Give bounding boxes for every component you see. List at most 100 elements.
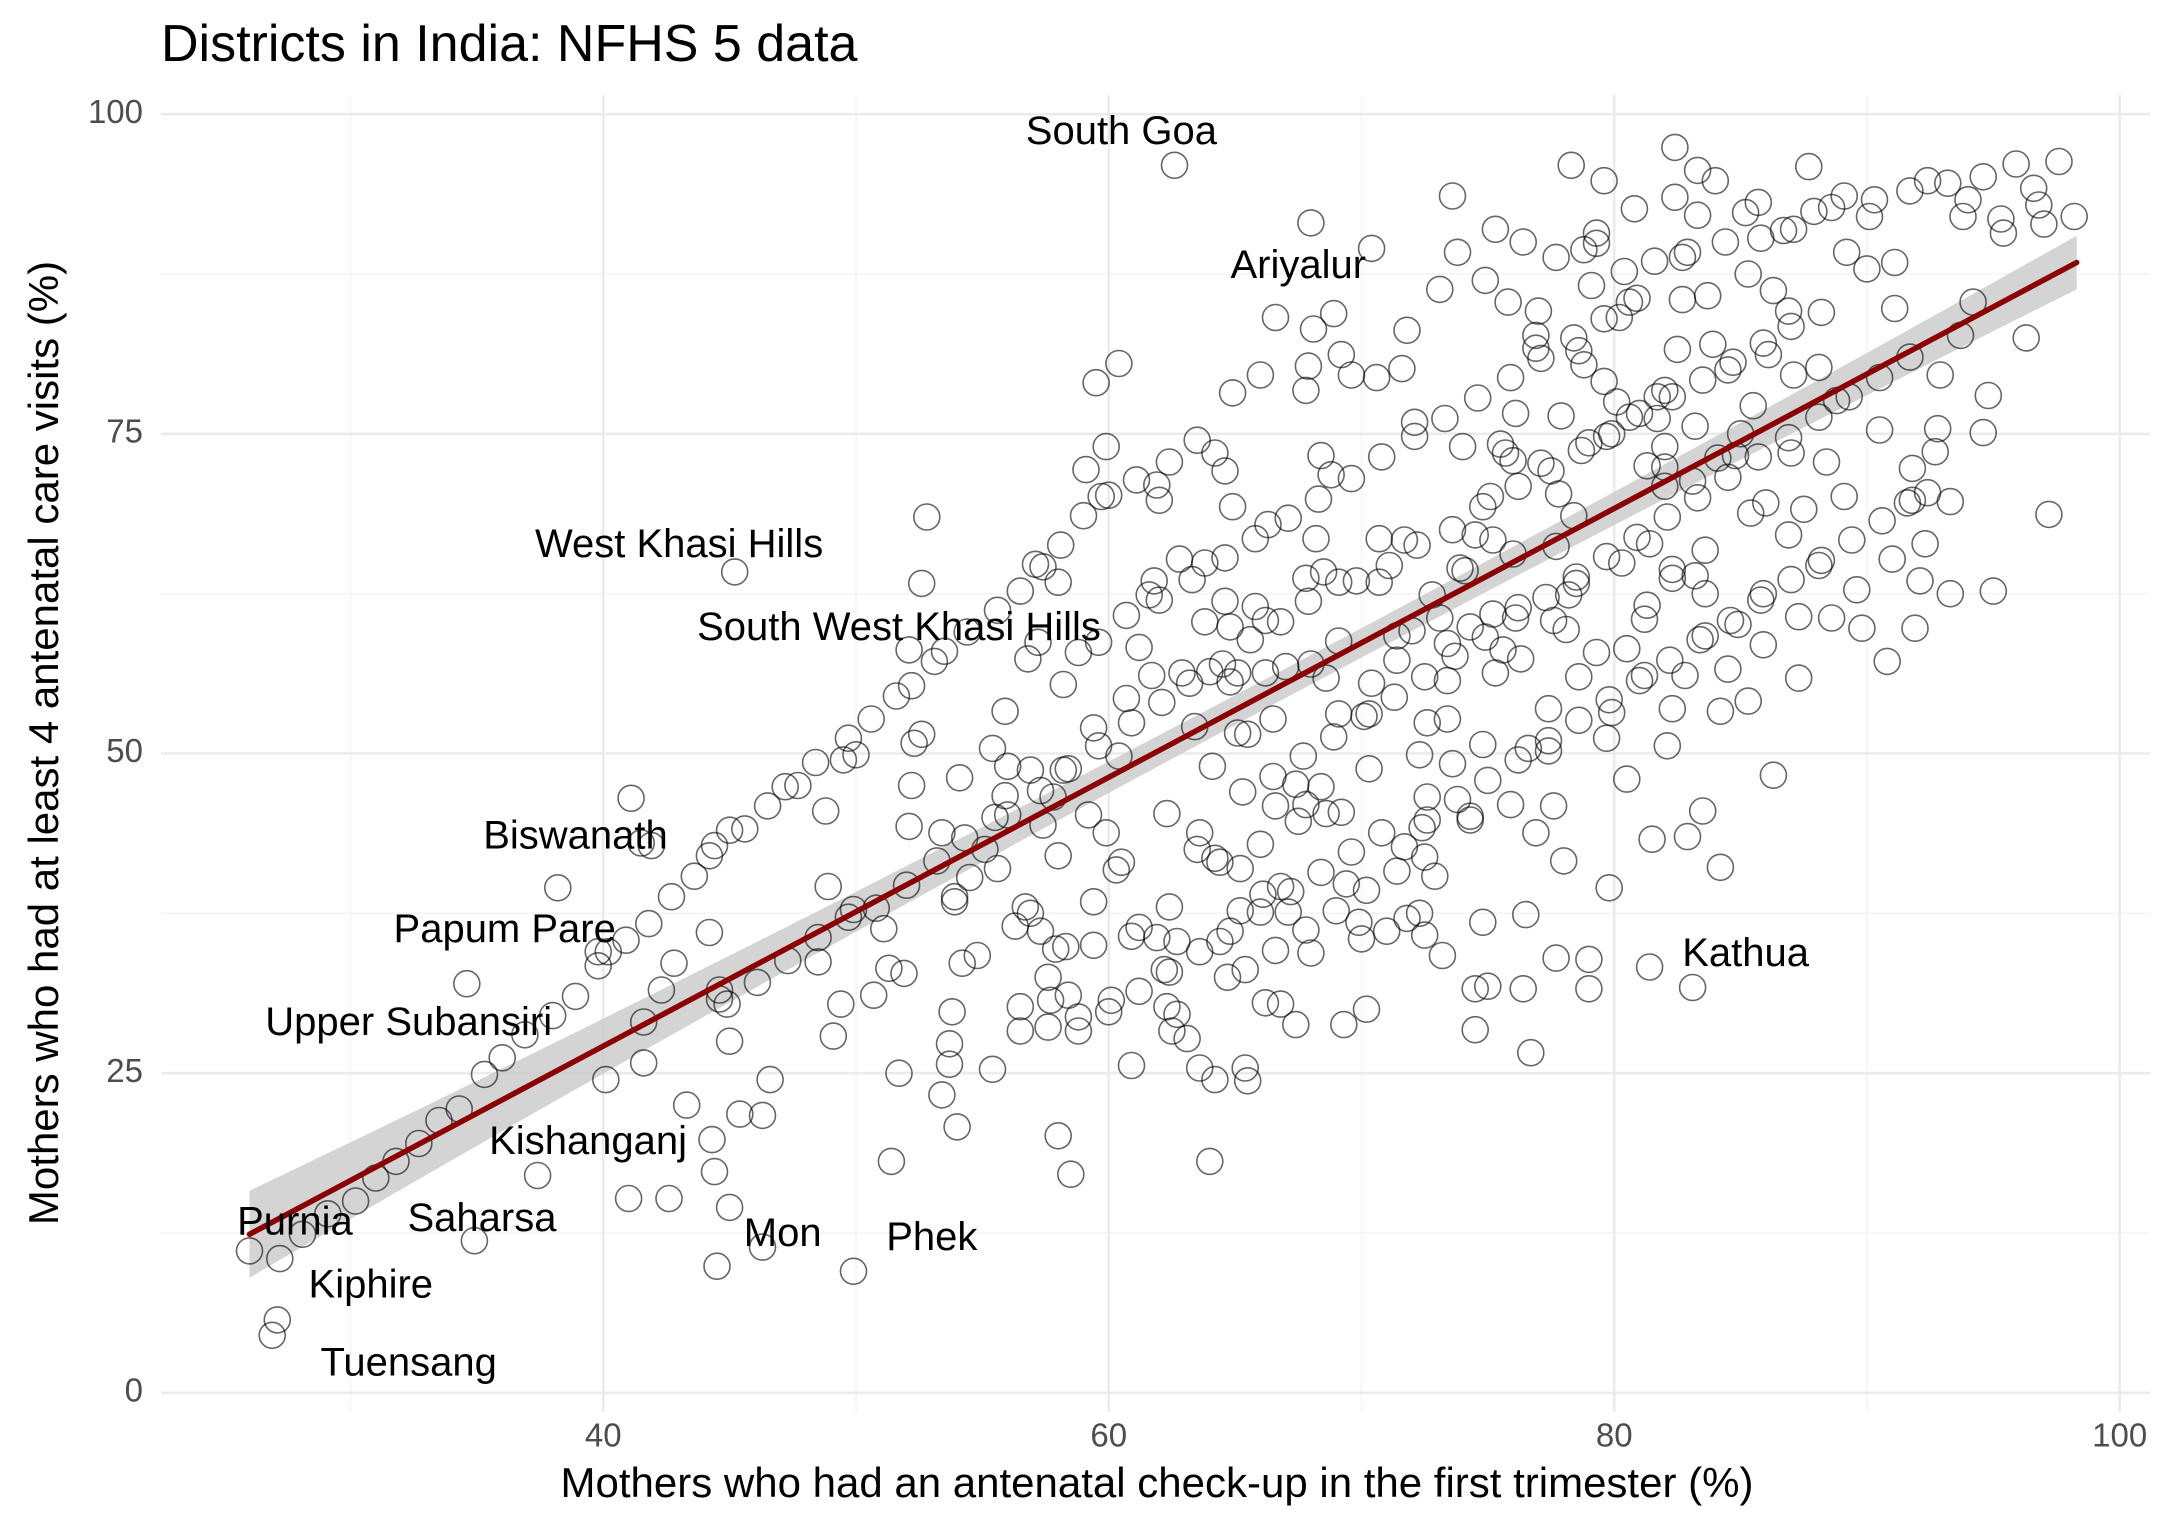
data-point [814,872,843,901]
data-point [1747,586,1775,614]
data-point [1410,921,1439,949]
data-point [1906,567,1934,595]
data-point [811,797,840,825]
data-point [460,1226,489,1255]
data-point [1479,526,1507,554]
data-point [1105,349,1133,378]
data-point [1673,238,1702,267]
data-point [1661,133,1689,162]
data-point [1926,361,1954,389]
data-point [1517,1038,1545,1067]
data-point [2025,191,2053,219]
data-point [1049,756,1078,784]
data-point [839,1257,868,1286]
data-point [288,1220,317,1249]
data-point [1400,422,1429,451]
data-point [1309,558,1338,586]
data-point [1241,592,1270,621]
data-point [1357,234,1386,263]
data-point [1605,303,1634,332]
point-label: West Khasi Hills [535,522,823,566]
data-point [629,1008,658,1036]
data-point [1774,423,1803,452]
data-point [834,903,863,932]
data-point [1383,857,1411,885]
data-point [647,976,676,1004]
x-axis-title: Mothers who had an antenatal check-up in… [561,1459,1754,1506]
data-point [1807,546,1836,575]
data-point [1527,449,1555,478]
data-point [1714,655,1742,683]
data-point [938,997,966,1026]
y-tick-label: 0 [125,1372,143,1409]
data-point [801,748,830,777]
data-point [1165,545,1194,573]
data-point [1469,492,1497,521]
point-label: Kiphire [309,1262,434,1306]
x-tick-label: 60 [1090,1417,1127,1454]
data-point [1307,441,1335,470]
data-point [1451,556,1479,585]
data-point [1724,610,1752,639]
data-point [1592,724,1621,753]
x-tick-label: 100 [2092,1417,2147,1454]
data-point [1615,288,1644,316]
data-point [1832,238,1861,267]
data-point [1218,379,1247,407]
data-point [1236,625,1265,654]
data-point [1620,195,1649,223]
data-point [1855,202,1884,231]
data-point [1759,276,1788,305]
data-point [1683,483,1712,512]
point-label: Tuensang [320,1340,496,1384]
data-point [1094,481,1123,510]
data-point [1145,586,1174,614]
data-point [963,941,992,970]
data-point [1433,705,1462,733]
data-point [1084,731,1113,760]
data-point [895,636,923,664]
data-point [1016,756,1045,784]
data-point [1714,463,1742,492]
data-point [1989,219,2018,247]
data-point [1880,294,1909,323]
data-point [1853,255,1881,283]
data-point [1562,563,1591,591]
data-point [1590,367,1618,396]
grid [161,95,2150,1412]
data-point [313,1200,342,1228]
data-point [1261,303,1290,332]
data-point [1216,917,1244,946]
data-point [1779,215,1808,244]
data-point [584,951,613,980]
data-point [1292,376,1320,405]
data-point [743,968,772,997]
data-point [1595,685,1623,714]
data-point [1266,990,1295,1018]
point-label: Kathua [1682,931,1810,975]
data-point [1542,944,1570,972]
data-point [1413,708,1441,737]
data-point [1261,792,1290,820]
data-point [1658,555,1687,584]
data-point [1446,554,1474,582]
data-point [1355,754,1383,783]
data-point [1433,629,1462,658]
data-point [1198,752,1227,781]
data-point [804,948,832,976]
data-point [1848,614,1876,643]
data-point [1438,515,1467,544]
data-point [1143,471,1171,499]
data-point [1006,1017,1035,1045]
data-point [1079,931,1108,960]
data-point [1231,955,1259,984]
data-point [1474,766,1502,795]
data-point [1562,569,1591,598]
data-point [907,720,936,749]
data-point [1701,166,1730,195]
data-point [1211,544,1239,572]
data-point [1575,945,1603,974]
data-point [1681,561,1709,590]
data-point [1800,197,1828,226]
data-point [1630,661,1659,690]
